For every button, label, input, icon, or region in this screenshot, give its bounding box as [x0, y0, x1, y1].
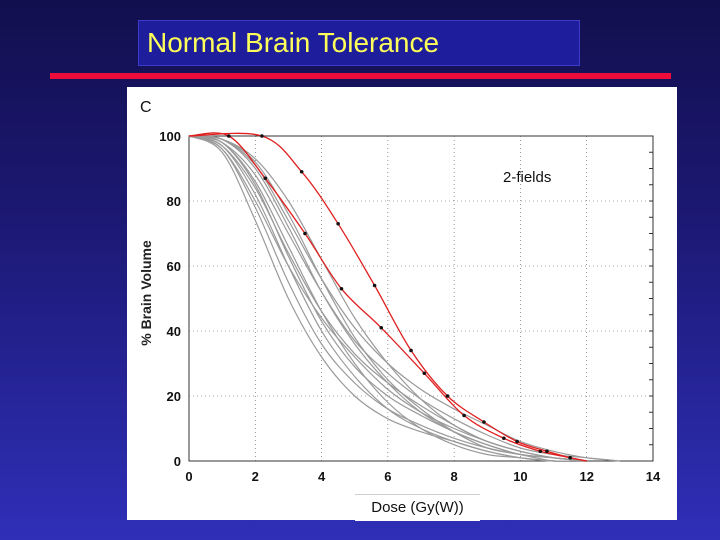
series-point [263, 176, 268, 181]
panel-letter: C [140, 99, 152, 116]
series-point [339, 286, 344, 291]
plot-area [188, 135, 654, 462]
y-tick-label: 20 [167, 389, 181, 404]
y-tick-label: 60 [167, 259, 181, 274]
series-line-10 [188, 135, 587, 462]
x-tick-label: 6 [384, 469, 391, 484]
title-underline-rule [50, 73, 671, 79]
series-point [303, 231, 307, 236]
y-axis-label: % Brain Volume [138, 240, 154, 346]
x-axis-caption: Dose (Gy(W)) [355, 494, 480, 521]
y-tick-label: 100 [159, 129, 181, 144]
series-point [502, 436, 506, 441]
series-point [568, 455, 572, 460]
x-tick-label: 8 [451, 469, 458, 484]
chart-panel: C 0 2 4 6 8 10 12 14 0 20 40 60 80 100 % Brain Volume… [127, 87, 677, 520]
y-tick-label: 40 [167, 324, 181, 339]
y-tick-label: 0 [174, 454, 181, 469]
series-point [538, 449, 543, 454]
x-tick-label: 12 [579, 469, 593, 484]
grid-lines [189, 136, 653, 461]
series-point [379, 325, 384, 330]
series-point [482, 420, 486, 424]
series-point [372, 283, 377, 288]
series-point [226, 134, 231, 138]
series-point [445, 394, 450, 398]
slide-title: Normal Brain Tolerance [147, 27, 440, 58]
annotation-2-fields: 2-fields [503, 169, 551, 186]
slide-title-box: Normal Brain Tolerance [138, 20, 580, 66]
x-tick-label: 14 [646, 469, 661, 484]
series-point [409, 348, 413, 353]
series-point [515, 439, 519, 444]
y-tick-label: 80 [167, 194, 181, 209]
tick-labels: 0 2 4 6 8 10 12 14 0 20 40 60 80 100 [159, 129, 661, 484]
series-point [260, 134, 264, 138]
x-tick-label: 10 [513, 469, 527, 484]
series-line-9 [188, 135, 587, 462]
series-point [545, 449, 549, 454]
x-tick-label: 2 [252, 469, 259, 484]
x-tick-label: 0 [185, 469, 192, 484]
dose-volume-chart: 0 2 4 6 8 10 12 14 0 20 40 60 80 100 % Brain Volume 2… [138, 129, 661, 484]
series-group [188, 132, 620, 463]
series-point [336, 221, 340, 226]
series-point [299, 169, 304, 174]
series-line-6 [188, 135, 587, 462]
series-point [462, 413, 466, 418]
series-point [422, 371, 427, 376]
x-tick-label: 4 [318, 469, 326, 484]
